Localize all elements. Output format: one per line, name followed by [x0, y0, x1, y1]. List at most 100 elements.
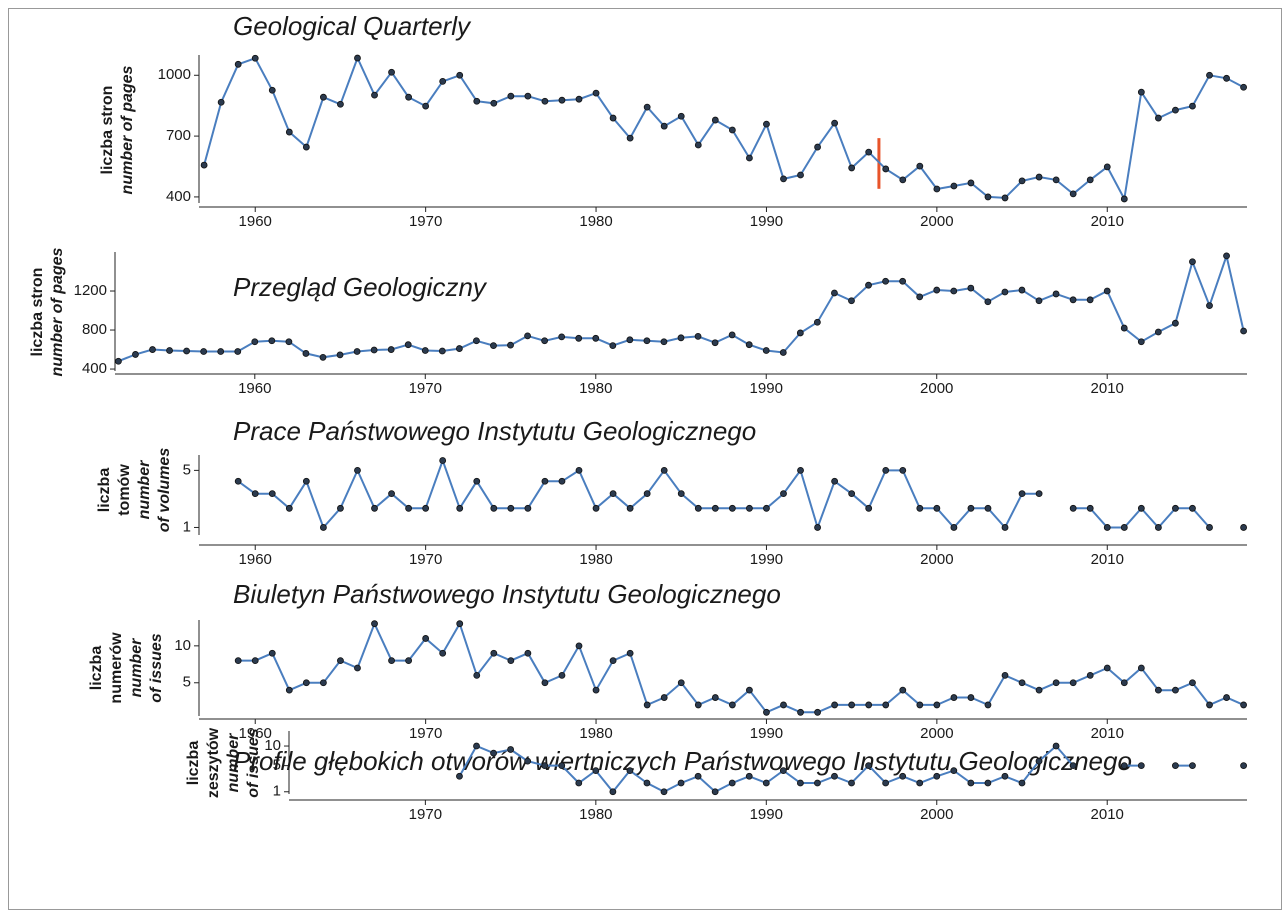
point	[848, 490, 856, 498]
point	[711, 788, 719, 796]
y-axis-label: liczba	[185, 741, 202, 786]
point	[626, 649, 634, 657]
point	[251, 54, 259, 62]
point	[473, 742, 480, 750]
point	[711, 504, 719, 512]
point	[422, 504, 430, 512]
point	[1069, 296, 1077, 304]
point	[1001, 772, 1009, 780]
point	[319, 93, 327, 101]
point	[1189, 504, 1196, 512]
point	[728, 701, 736, 709]
point	[1120, 195, 1128, 203]
point	[831, 772, 838, 780]
y-tick-label: 5	[273, 757, 281, 774]
point	[865, 148, 873, 156]
point	[200, 348, 208, 355]
x-tick-label: 1980	[579, 725, 612, 742]
point	[984, 701, 992, 709]
point	[643, 490, 651, 498]
point	[132, 351, 139, 358]
point	[694, 141, 702, 149]
point	[592, 89, 600, 97]
x-tick-label: 2000	[920, 551, 953, 568]
y-axis-label: liczba stron	[99, 86, 116, 175]
point	[831, 701, 839, 709]
point	[933, 504, 941, 512]
point	[575, 334, 583, 342]
x-tick-label: 2000	[920, 213, 953, 230]
point	[456, 772, 463, 780]
point	[848, 701, 856, 709]
point	[831, 119, 839, 127]
point	[490, 342, 497, 350]
point	[1052, 742, 1060, 750]
y-axis-label: liczba	[96, 468, 113, 513]
point	[899, 277, 907, 285]
point	[626, 134, 634, 142]
point	[507, 92, 515, 100]
point	[814, 708, 821, 716]
point	[404, 341, 412, 349]
point	[115, 357, 122, 365]
point	[1086, 296, 1094, 304]
point	[1120, 524, 1128, 531]
point	[439, 649, 447, 657]
point	[746, 686, 753, 694]
point	[251, 338, 259, 346]
point	[711, 694, 719, 701]
point	[285, 686, 293, 694]
point	[405, 504, 413, 512]
point	[796, 329, 804, 337]
point	[609, 788, 617, 796]
point	[592, 504, 600, 512]
x-tick-label: 2000	[920, 806, 953, 823]
point	[541, 762, 549, 770]
point	[1189, 258, 1196, 266]
point	[848, 164, 856, 172]
point	[814, 143, 821, 151]
x-tick-label: 1970	[409, 551, 442, 568]
point	[950, 182, 958, 190]
point	[251, 657, 259, 665]
x-tick-label: 1990	[750, 380, 783, 397]
point	[677, 334, 685, 342]
point	[234, 60, 242, 68]
point	[899, 466, 907, 474]
point	[473, 671, 481, 679]
point	[1240, 762, 1247, 770]
y-tick-label: 1000	[158, 66, 191, 83]
point	[1206, 302, 1213, 310]
x-tick-label: 1960	[238, 380, 271, 397]
point	[473, 337, 480, 345]
y-axis-label: numerów	[108, 632, 125, 704]
point	[183, 347, 191, 355]
point	[694, 772, 702, 780]
point	[575, 642, 583, 650]
point	[950, 694, 958, 701]
point	[865, 701, 873, 709]
point	[916, 504, 924, 512]
point	[1035, 173, 1043, 181]
point	[967, 179, 975, 187]
point	[217, 98, 225, 106]
point	[797, 171, 804, 179]
point	[507, 657, 515, 665]
point	[1035, 490, 1043, 498]
point	[848, 779, 855, 787]
panel-title: Profile głębokich otworów wiertniczych P…	[233, 746, 1132, 776]
point	[1137, 664, 1145, 672]
point	[1206, 524, 1213, 531]
point	[1120, 679, 1128, 687]
point	[1172, 106, 1179, 114]
point	[916, 162, 924, 170]
point	[1240, 327, 1247, 335]
point	[285, 338, 293, 346]
point	[541, 337, 549, 345]
point	[285, 128, 293, 136]
panel-title: Geological Quarterly	[233, 11, 472, 41]
point	[1206, 701, 1213, 709]
x-tick-label: 1960	[239, 551, 272, 568]
point	[490, 649, 498, 657]
point	[728, 504, 736, 512]
